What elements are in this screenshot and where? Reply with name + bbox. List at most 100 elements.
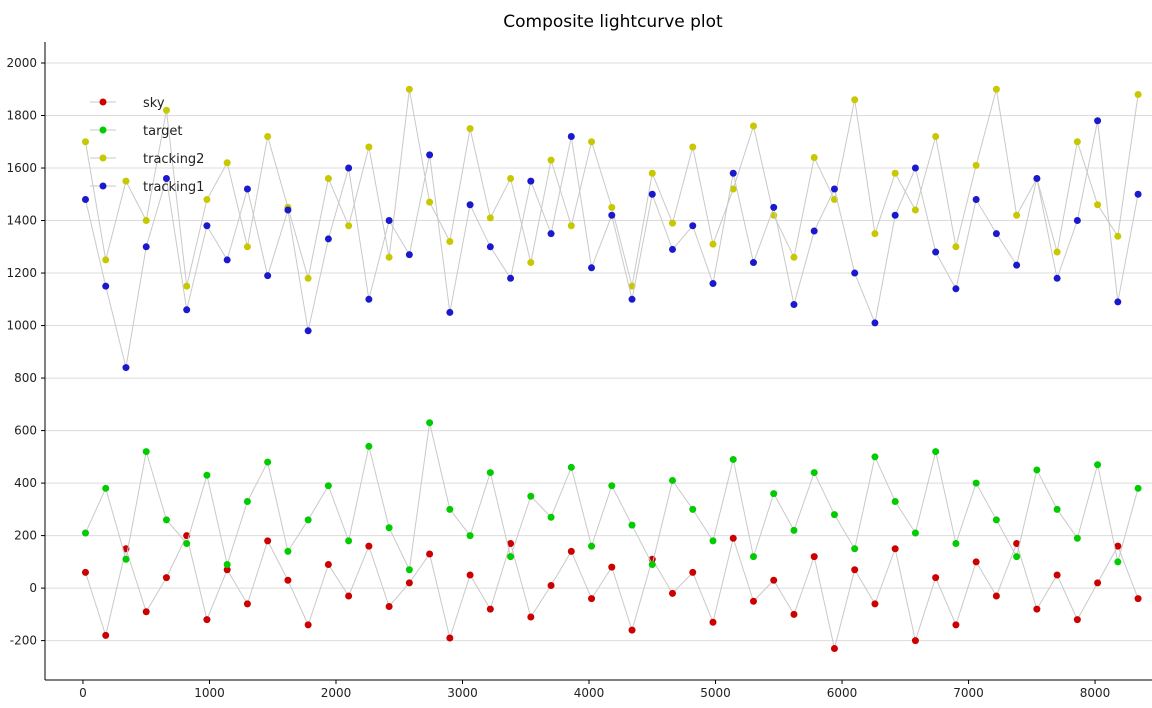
- data-point-sky: [81, 568, 89, 576]
- data-point-sky: [284, 576, 292, 584]
- data-point-sky: [871, 600, 879, 608]
- data-point-target: [851, 545, 859, 553]
- data-point-target: [527, 492, 535, 500]
- data-point-target: [365, 442, 373, 450]
- data-point-target: [729, 455, 737, 463]
- data-point-tracking2: [486, 214, 494, 222]
- data-point-tracking2: [810, 154, 818, 162]
- data-point-target: [911, 529, 919, 537]
- data-point-tracking1: [102, 282, 110, 290]
- data-point-tracking1: [567, 133, 575, 141]
- y-tick-label: 2000: [6, 56, 37, 70]
- data-point-target: [122, 555, 130, 563]
- data-point-target: [426, 419, 434, 427]
- data-point-tracking2: [790, 253, 798, 261]
- data-point-target: [871, 453, 879, 461]
- data-point-tracking2: [749, 122, 757, 130]
- data-point-sky: [689, 568, 697, 576]
- data-point-target: [972, 479, 980, 487]
- y-tick-label: 800: [14, 371, 37, 385]
- data-point-sky: [1073, 616, 1081, 624]
- data-point-target: [405, 566, 413, 574]
- data-point-tracking1: [446, 308, 454, 316]
- x-tick-label: 6000: [827, 686, 858, 700]
- data-point-tracking2: [547, 156, 555, 164]
- data-point-sky: [1094, 579, 1102, 587]
- series-line-sky: [85, 534, 1139, 649]
- data-point-tracking2: [405, 85, 413, 93]
- data-point-target: [770, 490, 778, 498]
- data-point-tracking1: [324, 235, 332, 243]
- y-tick-labels: -200 0 200 400 600 800 1000 1200 1400 1600 1800 200…: [6, 56, 45, 648]
- data-point-tracking1: [547, 230, 555, 238]
- data-point-tracking2: [426, 198, 434, 206]
- series-target: [81, 419, 1142, 574]
- data-point-tracking1: [1013, 261, 1021, 269]
- data-point-tracking2: [122, 177, 130, 185]
- data-point-tracking1: [729, 169, 737, 177]
- data-point-tracking2: [952, 243, 960, 251]
- data-point-target: [1094, 461, 1102, 469]
- data-point-target: [1013, 553, 1021, 561]
- data-point-tracking1: [142, 243, 150, 251]
- data-point-tracking2: [689, 143, 697, 151]
- data-point-tracking1: [162, 175, 170, 183]
- series-tracking1: [81, 117, 1142, 372]
- data-point-target: [142, 448, 150, 456]
- data-point-target: [507, 553, 515, 561]
- data-point-sky: [527, 613, 535, 621]
- data-point-target: [102, 484, 110, 492]
- data-point-tracking2: [527, 259, 535, 267]
- data-point-tracking1: [992, 230, 1000, 238]
- data-point-sky: [446, 634, 454, 642]
- data-point-target: [547, 513, 555, 521]
- series-layer: [81, 85, 1142, 652]
- data-point-tracking2: [729, 185, 737, 193]
- data-point-sky: [709, 618, 717, 626]
- data-point-tracking1: [628, 295, 636, 303]
- data-point-tracking2: [1073, 138, 1081, 146]
- data-point-sky: [628, 626, 636, 634]
- data-point-sky: [608, 563, 616, 571]
- data-point-tracking1: [1053, 274, 1061, 282]
- legend: sky target tracking2 tracking1: [90, 96, 204, 195]
- data-point-sky: [486, 605, 494, 613]
- data-point-sky: [588, 595, 596, 603]
- legend-marker: [99, 182, 107, 190]
- grid-lines: [45, 62, 1152, 642]
- data-point-sky: [911, 637, 919, 645]
- data-point-tracking2: [102, 256, 110, 264]
- y-tick-label: 600: [14, 424, 37, 438]
- data-point-sky: [547, 581, 555, 589]
- legend-marker: [99, 98, 107, 106]
- data-point-target: [689, 505, 697, 513]
- data-point-tracking1: [932, 248, 940, 256]
- data-point-tracking1: [608, 211, 616, 219]
- data-point-sky: [851, 566, 859, 574]
- data-point-target: [243, 497, 251, 505]
- data-point-sky: [365, 542, 373, 550]
- x-tick-label: 1000: [194, 686, 225, 700]
- data-point-tracking1: [648, 190, 656, 198]
- data-point-tracking2: [1114, 232, 1122, 240]
- data-point-sky: [264, 537, 272, 545]
- data-point-tracking1: [1033, 175, 1041, 183]
- data-point-target: [648, 560, 656, 568]
- data-point-tracking1: [527, 177, 535, 185]
- data-point-target: [891, 497, 899, 505]
- x-tick-label: 5000: [700, 686, 731, 700]
- data-point-sky: [992, 592, 1000, 600]
- data-point-sky: [243, 600, 251, 608]
- data-point-tracking1: [871, 319, 879, 327]
- series-sky: [81, 532, 1142, 652]
- data-point-tracking1: [507, 274, 515, 282]
- legend-item-tracking1: tracking1: [90, 180, 204, 195]
- data-point-sky: [669, 589, 677, 597]
- data-point-tracking2: [608, 203, 616, 211]
- x-tick-label: 4000: [574, 686, 605, 700]
- data-point-target: [992, 516, 1000, 524]
- data-point-tracking1: [770, 203, 778, 211]
- data-point-tracking1: [1094, 117, 1102, 125]
- data-point-tracking1: [851, 269, 859, 277]
